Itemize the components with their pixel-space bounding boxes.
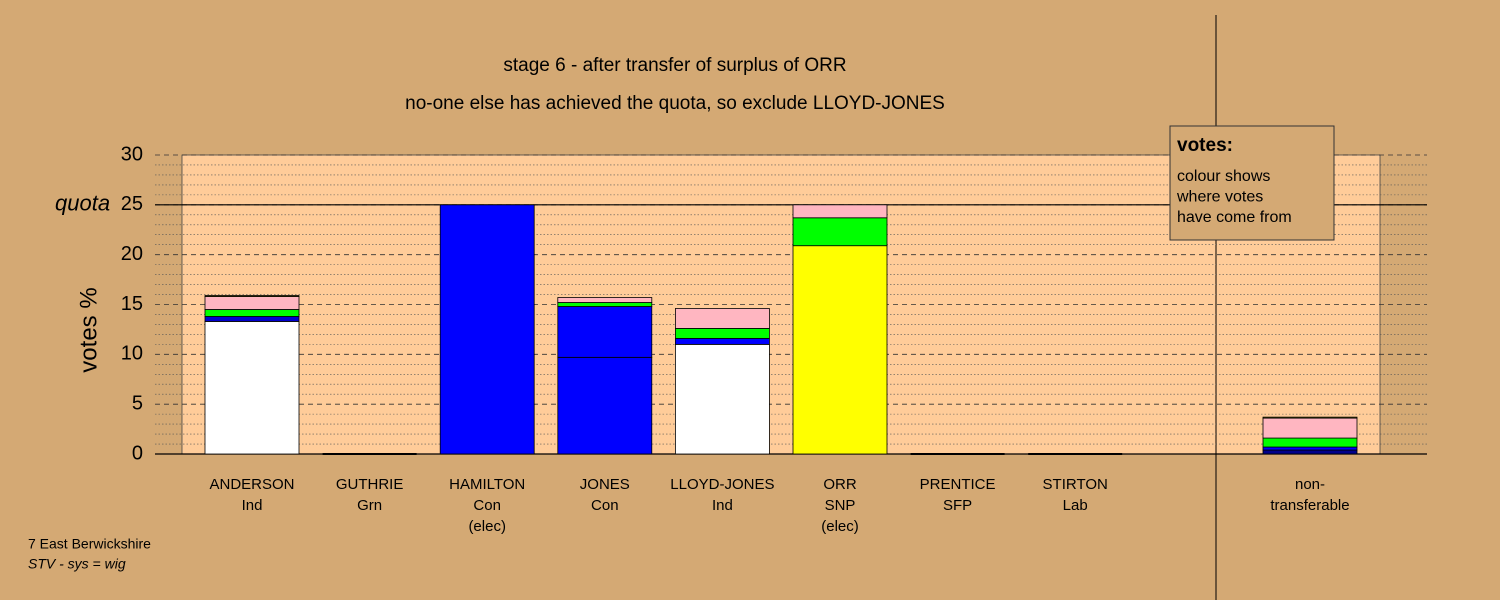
x-tick-label: transferable [1270, 497, 1349, 514]
bar-segment [439, 204, 535, 455]
y-tick-label: 20 [121, 243, 143, 265]
x-tick-label: JONES [580, 476, 630, 493]
quota-label: quota [55, 191, 110, 216]
bar-segment [204, 296, 300, 310]
y-tick-label: 0 [132, 442, 143, 464]
x-tick-label: (elec) [821, 518, 859, 535]
bar-segment [204, 316, 300, 322]
note-line: colour shows [1177, 168, 1270, 185]
footer: STV - sys = wig [28, 556, 126, 572]
bar-segment [1262, 437, 1358, 448]
bar-segment [675, 328, 770, 339]
bar-segment [1262, 449, 1358, 455]
note-line: where votes [1176, 189, 1263, 206]
bar-segment [557, 306, 653, 358]
bar-segment [1262, 446, 1358, 451]
bar-segment [204, 295, 300, 297]
note-box: votes: colour shows where votes have come f… [1169, 125, 1335, 241]
bar-segment [792, 204, 888, 219]
x-tick-label: ANDERSON [209, 476, 294, 493]
chart-title: stage 6 - after transfer of surplus of O… [503, 55, 846, 76]
x-tick-label: LLOYD-JONES [670, 476, 774, 493]
bar-segment [675, 337, 770, 345]
y-tick-label: 25 [121, 193, 143, 215]
bar-segment [792, 217, 888, 247]
y-tick-label: 10 [121, 343, 143, 365]
bar-segment [1262, 417, 1358, 439]
bar-segment [204, 309, 300, 317]
y-axis-label: votes % [75, 287, 102, 372]
x-tick-label: SNP [825, 497, 856, 514]
bar-segment [1262, 416, 1358, 419]
bar-segment [557, 297, 653, 303]
bar-segment [675, 308, 770, 329]
x-tick-label: Ind [712, 497, 733, 514]
chart-subtitle: no-one else has achieved the quota, so e… [405, 93, 945, 114]
x-tick-label: Lab [1063, 497, 1088, 514]
y-tick-label: 30 [121, 143, 143, 165]
y-tick-label: 5 [132, 392, 143, 414]
y-tick-label: 15 [121, 293, 143, 315]
bar-segment [675, 343, 770, 455]
note-heading: votes: [1177, 135, 1233, 156]
bar-segment [204, 321, 300, 455]
x-tick-label: GUTHRIE [336, 476, 404, 493]
footer: 7 East Berwickshire [28, 536, 151, 552]
x-tick-label: PRENTICE [920, 476, 996, 493]
x-tick-label: Con [591, 497, 619, 514]
x-tick-label: SFP [943, 497, 972, 514]
note-box-frame [1169, 125, 1335, 241]
bar-segment [557, 302, 653, 307]
x-tick-label: Con [473, 497, 501, 514]
x-tick-label: Grn [357, 497, 382, 514]
note-line: have come from [1177, 209, 1292, 226]
x-tick-label: non- [1295, 476, 1325, 493]
x-tick-label: Ind [242, 497, 263, 514]
bar-segment [792, 245, 888, 455]
bar-segment [557, 356, 653, 455]
x-tick-label: ORR [823, 476, 857, 493]
x-tick-label: (elec) [468, 518, 506, 535]
x-tick-label: STIRTON [1043, 476, 1108, 493]
x-tick-label: HAMILTON [449, 476, 525, 493]
